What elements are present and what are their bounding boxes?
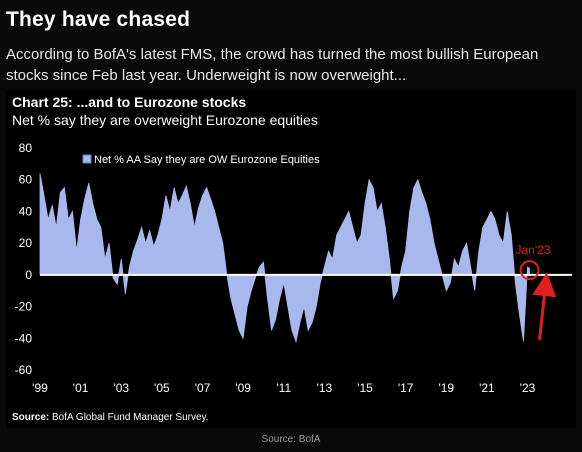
x-tick-label: '99: [32, 381, 48, 395]
y-tick-label: 60: [19, 173, 33, 187]
x-tick-label: '15: [357, 381, 373, 395]
x-tick-label: '21: [479, 381, 495, 395]
y-tick-label: 40: [19, 204, 33, 218]
y-tick-label: 80: [19, 141, 33, 155]
chart-source: Source: BofA Global Fund Manager Survey.: [12, 412, 209, 423]
chart-source-label: Source:: [12, 412, 50, 423]
chart-source-text: BofA Global Fund Manager Survey.: [52, 412, 209, 423]
x-tick-label: '07: [195, 381, 211, 395]
y-tick-label: -20: [15, 300, 33, 314]
area-chart: 80 60 40 20 0 -20 -40 -60 '99 '01 '03 '05 '07 '09 '11…: [15, 141, 572, 395]
x-tick-label: '19: [438, 381, 454, 395]
x-tick-label: '11: [276, 381, 291, 395]
x-tick-label: '09: [235, 381, 251, 395]
annotation-arrow: [532, 272, 557, 341]
legend-label: Net % AA Say they are OW Eurozone Equiti…: [94, 154, 320, 166]
annotation-label: Jan'23: [516, 243, 551, 257]
y-tick-label: -60: [15, 363, 33, 377]
x-tick-label: '13: [317, 381, 333, 395]
x-tick-label: '17: [398, 381, 414, 395]
y-tick-label: 20: [19, 236, 33, 250]
x-tick-label: '23: [520, 381, 536, 395]
chart-title: Chart 25: ...and to Eurozone stocks: [12, 94, 247, 110]
page-title: They have chased: [6, 8, 191, 31]
y-tick-label: 0: [25, 268, 32, 282]
x-tick-label: '03: [113, 381, 129, 395]
annotation-circle: [519, 260, 540, 281]
y-tick-label: -40: [15, 331, 33, 345]
x-tick-label: '01: [73, 381, 89, 395]
x-tick-label: '05: [154, 381, 170, 395]
series-area: [39, 173, 531, 343]
intro-text: According to BofA's latest FMS, the crow…: [6, 46, 539, 84]
chart-subtitle: Net % say they are overweight Eurozone e…: [12, 112, 318, 128]
legend-swatch: [82, 154, 92, 164]
footer-source: Source: BofA: [261, 434, 321, 445]
chart-panel: Chart 25: ...and to Eurozone stocks Net …: [6, 90, 576, 428]
